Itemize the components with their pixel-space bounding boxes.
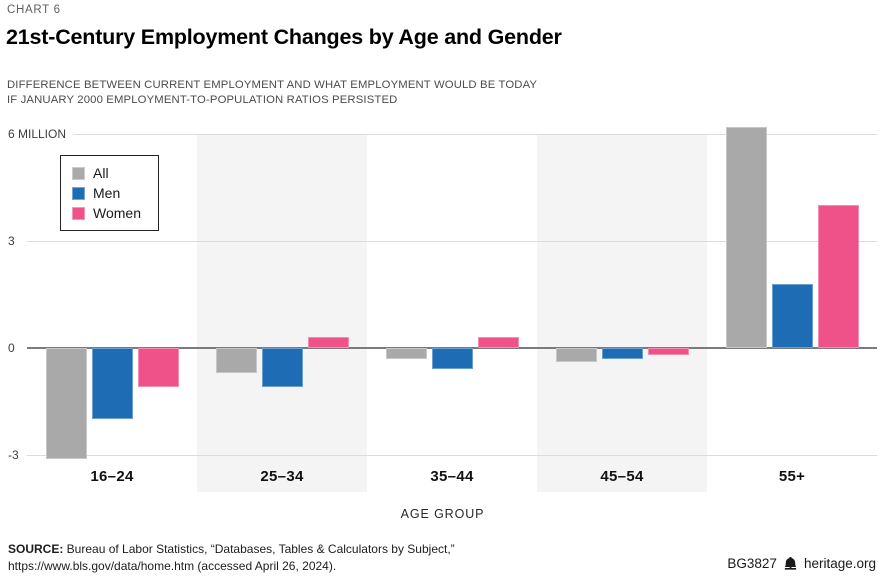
source-note: SOURCE: Bureau of Labor Statistics, “Dat…: [8, 541, 455, 575]
x-tick-label: 25–34: [260, 468, 304, 485]
subtitle-line-2: IF JANUARY 2000 EMPLOYMENT-TO-POPULATION…: [7, 94, 398, 106]
grid-line: [27, 240, 877, 242]
chart-kicker: CHART 6: [7, 4, 61, 16]
source-label: SOURCE:: [8, 542, 64, 556]
y-tick-label: 0: [8, 341, 15, 355]
grid-row: -3: [8, 446, 877, 464]
bar-all-group4: [555, 348, 597, 362]
bar-men-group4: [601, 348, 643, 359]
x-tick-label: 55+: [778, 468, 806, 485]
column-band: [537, 135, 707, 492]
legend-item-men: Men: [72, 185, 141, 201]
legend-item-women: Women: [72, 205, 141, 221]
grid-row: 6 MILLION: [8, 125, 877, 143]
chart-legend: All Men Women: [60, 155, 159, 231]
subtitle-line-1: DIFFERENCE BETWEEN CURRENT EMPLOYMENT AN…: [7, 79, 538, 91]
legend-swatch-men: [72, 186, 85, 200]
bar-chart-plot: 6 MILLION 3 0 -3 16–24 25–34 35–44 45–54 55+: [8, 126, 877, 511]
x-axis-title: AGE GROUP: [400, 507, 485, 521]
chart-subtitle: DIFFERENCE BETWEEN CURRENT EMPLOYMENT AN…: [7, 78, 537, 108]
grid-line: [73, 133, 877, 135]
x-tick-label: 35–44: [430, 468, 474, 485]
bar-women-group2: [307, 337, 349, 348]
page-title: 21st-Century Employment Changes by Age a…: [6, 25, 562, 49]
brand-link[interactable]: heritage.org: [803, 556, 876, 571]
x-tick-label: 16–24: [90, 468, 134, 485]
legend-label: Women: [93, 205, 141, 221]
bar-men-group1: [91, 348, 133, 419]
legend-label: Men: [93, 185, 121, 201]
bar-all-group5: [725, 127, 767, 348]
legend-swatch-all: [72, 166, 85, 180]
liberty-bell-icon: [783, 556, 798, 571]
bar-all-group2: [215, 348, 257, 373]
y-tick-label: -3: [8, 448, 19, 462]
bar-all-group1: [45, 348, 87, 459]
footer-brand: BG3827 heritage.org: [727, 556, 876, 571]
x-tick-label: 45–54: [600, 468, 644, 485]
bar-women-group3: [477, 337, 519, 348]
legend-label: All: [93, 165, 109, 181]
y-tick-label: 6 MILLION: [8, 127, 67, 141]
bar-all-group3: [385, 348, 427, 359]
bar-men-group5: [771, 284, 813, 348]
bar-men-group3: [431, 348, 473, 369]
grid-row: 3: [8, 232, 877, 250]
legend-swatch-women: [72, 206, 85, 220]
column-band: [197, 135, 367, 492]
source-text: Bureau of Labor Statistics, “Databases, …: [63, 542, 455, 556]
source-line-1: SOURCE: Bureau of Labor Statistics, “Dat…: [8, 541, 455, 558]
doc-id: BG3827: [727, 556, 777, 571]
y-tick-label: 3: [8, 234, 15, 248]
bar-women-group1: [137, 348, 179, 387]
legend-item-all: All: [72, 165, 141, 181]
grid-line: [27, 454, 877, 456]
bar-women-group5: [817, 205, 859, 348]
source-line-2: https://www.bls.gov/data/home.htm (acces…: [8, 559, 337, 573]
bar-women-group4: [647, 348, 689, 355]
bar-men-group2: [261, 348, 303, 387]
